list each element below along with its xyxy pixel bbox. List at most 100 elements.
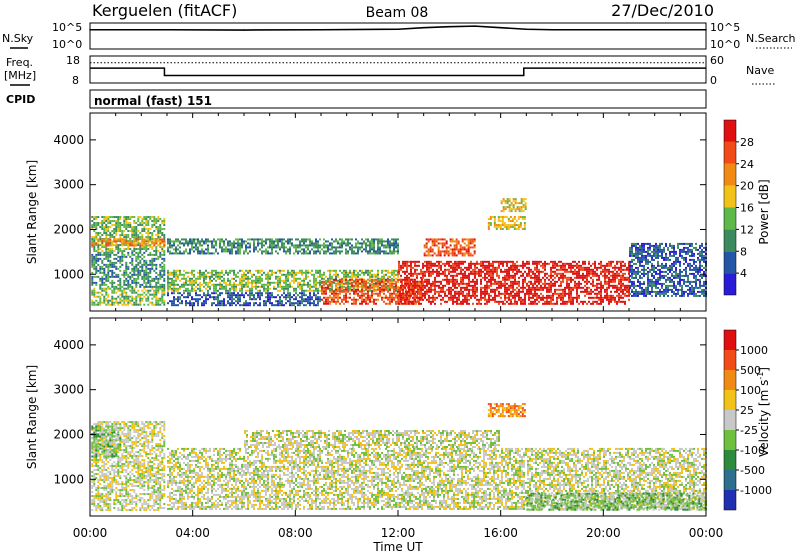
velocity-echo-band: [91, 421, 166, 512]
velocity-panel: Slant Range [km] 1000 2000 3000 4000 00:00 0…: [25, 113, 772, 554]
power-echo-band: [167, 269, 399, 292]
velocity-colorbar-tick-label: -100: [740, 444, 765, 457]
power-echo-band: [423, 238, 476, 257]
velocity-colorbar-cell: [724, 350, 736, 370]
velocity-colorbar-tick-label: -25: [740, 424, 758, 437]
time-tick-label: 20:00: [586, 526, 621, 540]
power-echo-band: [167, 238, 399, 255]
frequency-series-line: [90, 67, 706, 77]
time-tick-label: 08:00: [278, 526, 313, 540]
power-echo-band: [167, 292, 321, 307]
power-colorbar-tick-label: 20: [740, 180, 754, 193]
velocity-colorbar-cell: [724, 430, 736, 450]
velocity-ytick-label: 2000: [53, 427, 84, 441]
noise-tick-high-left: 10^5: [52, 21, 82, 34]
velocity-echo-band: [91, 425, 122, 458]
velocity-colorbar-cell: [724, 450, 736, 470]
power-colorbar-cell: [724, 273, 736, 295]
power-panel: Slant Range [km] 1000 2000 3000 4000 4 8 12 16…: [25, 112, 771, 312]
power-ytick-label: 2000: [53, 222, 84, 236]
velocity-colorbar-label-main: Velocity [m s: [757, 380, 771, 457]
time-tick-label: 00:00: [689, 526, 724, 540]
velocity-echo-band: [526, 492, 707, 511]
time-axis-label: Time UT: [372, 540, 423, 554]
cpid-panel: CPID normal (fast) 151: [6, 89, 707, 109]
velocity-ytick-label: 4000: [53, 338, 84, 352]
power-echo-band: [629, 242, 707, 297]
noise-panel: N.Sky 10^5 10^0 10^5 10^0 N.Search: [2, 21, 796, 51]
power-colorbar-tick-label: 28: [740, 136, 754, 149]
cpid-label: CPID: [6, 93, 35, 106]
velocity-ytick-label: 1000: [53, 472, 84, 486]
n-sky-point: [551, 28, 553, 31]
velocity-colorbar-cell: [724, 390, 736, 410]
power-echo-band: [91, 287, 166, 306]
power-colorbar-cell: [724, 207, 736, 230]
velocity-colorbar-cell: [724, 330, 736, 350]
power-echo-band: [500, 198, 527, 213]
power-colorbar-cell: [724, 185, 736, 208]
time-tick-label: 00:00: [73, 526, 108, 540]
n-sky-label: N.Sky: [2, 32, 34, 45]
power-colorbar-tick-label: 12: [740, 223, 754, 236]
nave-tick-high: 60: [710, 54, 724, 67]
power-colorbar-tick-label: 24: [740, 158, 754, 171]
velocity-colorbar-cell: [724, 370, 736, 390]
cpid-value: normal (fast) 151: [94, 94, 212, 108]
nave-tick-low: 0: [710, 74, 717, 87]
n-sky-point: [243, 29, 245, 31]
power-colorbar-tick-label: 16: [740, 202, 754, 215]
n-search-label: N.Search: [746, 32, 796, 45]
power-colorbar-tick-label: 4: [740, 267, 747, 280]
n-sky-point: [628, 28, 630, 31]
beam-title: Beam 08: [366, 5, 429, 21]
freq-label: Freq.: [6, 56, 33, 69]
n-sky-point: [397, 28, 399, 31]
power-ytick-label: 3000: [53, 178, 84, 192]
power-colorbar-cell: [724, 229, 736, 252]
velocity-echo-band: [487, 403, 526, 418]
velocity-colorbar-label: Velocity [m s-1]: [756, 367, 771, 457]
time-tick-label: 16:00: [483, 526, 518, 540]
frequency-panel: Freq. [MHz] 18 8 60 0 Nave: [4, 54, 776, 87]
velocity-colorbar-frame: [723, 329, 737, 511]
velocity-colorbar-tick-label: 500: [740, 364, 761, 377]
time-tick-label: 04:00: [175, 526, 210, 540]
power-echo-band: [398, 260, 630, 305]
noise-tick-low-right: 10^0: [710, 38, 740, 51]
n-sky-point: [422, 26, 425, 29]
power-colorbar-cell: [724, 141, 736, 164]
velocity-colorbar-cell: [724, 470, 736, 490]
date-title: 27/Dec/2010: [611, 1, 714, 20]
velocity-colorbar-bracket: ]: [757, 367, 771, 372]
n-sky-point: [705, 28, 707, 31]
power-colorbar-cell: [724, 120, 736, 142]
noise-tick-high-right: 10^5: [710, 21, 740, 34]
power-echo-band: [91, 251, 166, 288]
time-tick-label: 12:00: [381, 526, 416, 540]
power-echo-band: [487, 216, 526, 231]
n-sky-point: [448, 25, 451, 28]
freq-tick-low: 8: [72, 74, 79, 87]
power-echo-band: [91, 238, 166, 247]
power-ytick-label: 4000: [53, 133, 84, 147]
velocity-colorbar-tick-label: -1000: [740, 484, 772, 497]
velocity-ytick-label: 3000: [53, 383, 84, 397]
power-y-axis-label: Slant Range [km]: [25, 160, 39, 264]
velocity-echo-band: [244, 429, 500, 448]
power-colorbar-label: Power [dB]: [757, 179, 771, 244]
freq-tick-high: 18: [66, 54, 80, 67]
station-title: Kerguelen (fitACF): [92, 1, 237, 20]
freq-unit-label: [MHz]: [4, 69, 36, 82]
velocity-colorbar-exponent: -1: [756, 372, 765, 380]
noise-tick-low-left: 10^0: [52, 38, 82, 51]
velocity-colorbar-tick-label: 25: [740, 404, 754, 417]
n-sky-point: [89, 28, 91, 31]
power-echo-band: [91, 216, 166, 253]
n-sky-point: [525, 28, 528, 31]
n-sky-point: [474, 25, 476, 27]
n-sky-point: [320, 28, 322, 31]
velocity-y-axis-label: Slant Range [km]: [25, 365, 39, 469]
power-ytick-label: 1000: [53, 267, 84, 281]
